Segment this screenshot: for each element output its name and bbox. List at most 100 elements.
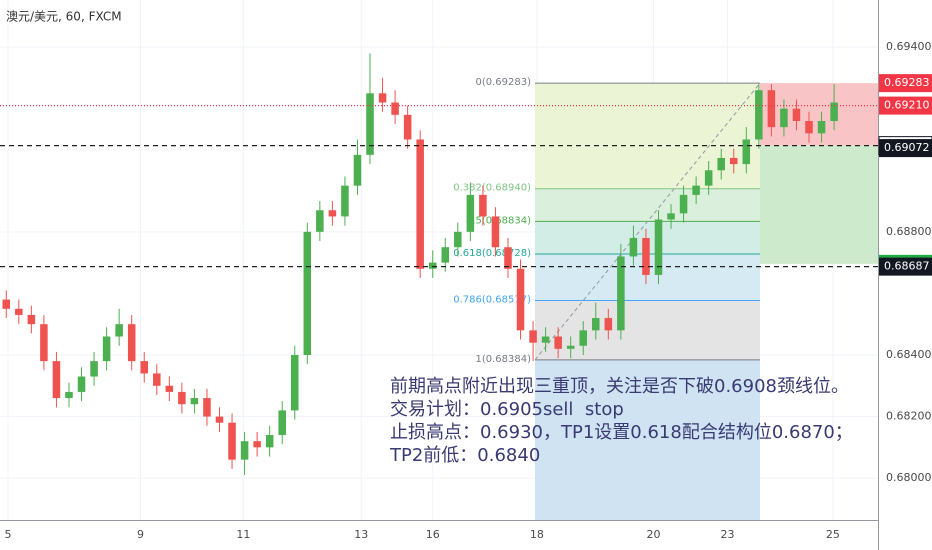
fib-trend-line xyxy=(534,82,761,361)
candle-body xyxy=(780,108,788,128)
candle-body xyxy=(742,139,751,165)
candle-body xyxy=(77,376,86,392)
fib-zone xyxy=(535,188,760,222)
candle-body xyxy=(692,185,700,195)
candle-body xyxy=(428,262,437,269)
candle-body xyxy=(529,330,537,343)
candle-body xyxy=(341,185,349,217)
fib-label: 1(0.68384) xyxy=(475,354,531,365)
annotation-line: 止损高点：0.6930，TP1设置0.618配合结构位0.6870； xyxy=(390,422,853,443)
candle-body xyxy=(290,354,299,411)
candle-body xyxy=(265,435,274,448)
annotation-line: 前期高点附近出现三重顶，关注是否下破0.6908颈线位。 xyxy=(390,376,849,397)
x-tick-label: 9 xyxy=(137,528,144,541)
y-tick-label: 0.68800 xyxy=(886,225,932,238)
fib-zone xyxy=(535,83,760,189)
candle-body xyxy=(729,157,738,165)
candle-body xyxy=(592,318,600,331)
fib-zone xyxy=(535,300,760,360)
price-label-bg xyxy=(879,74,932,93)
candle-body xyxy=(667,213,675,220)
candle-body xyxy=(755,90,763,140)
candle-body xyxy=(491,216,500,248)
price-label: 0.69210 xyxy=(884,99,930,112)
candle-body xyxy=(817,120,826,134)
price-label-bg xyxy=(879,257,932,276)
fib-label: 0.786(0.68577) xyxy=(453,294,531,305)
annotation-line: 交易计划：0.6905sell stop xyxy=(390,399,624,420)
candle-body xyxy=(805,120,813,134)
y-tick-label: 0.68200 xyxy=(886,410,932,423)
x-tick-label: 13 xyxy=(354,528,368,541)
candle-body xyxy=(90,361,98,377)
candle-body xyxy=(215,416,224,423)
candle-body xyxy=(316,210,324,232)
candle-body xyxy=(15,308,23,315)
candle-body xyxy=(240,441,249,460)
price-label: 0.69283 xyxy=(884,76,930,89)
candle-body xyxy=(554,336,562,349)
candle-body xyxy=(127,324,136,362)
stop-zone xyxy=(760,83,878,146)
candle-body xyxy=(654,219,663,275)
candle-body xyxy=(165,385,174,392)
price-label: 0.69072 xyxy=(884,141,930,154)
candle-body xyxy=(454,231,462,248)
x-tick-label: 25 xyxy=(826,528,840,541)
candle-body xyxy=(441,247,450,263)
annotation-line: TP2前低：0.6840 xyxy=(389,445,540,466)
candles xyxy=(2,53,838,476)
price-label-bg xyxy=(879,139,932,158)
overlay: 前期高点附近出现三重顶，关注是否下破0.6908颈线位。交易计划：0.6905s… xyxy=(0,105,878,466)
candle-body xyxy=(767,90,776,128)
x-tick-label: 23 xyxy=(720,528,734,541)
candle-body xyxy=(717,157,725,171)
x-tick-label: 11 xyxy=(236,528,250,541)
candle-body xyxy=(102,336,111,362)
candle-body xyxy=(27,314,36,325)
candle-body xyxy=(153,373,161,386)
candle-body xyxy=(617,256,625,331)
candle-body xyxy=(303,231,312,355)
candle-body xyxy=(792,108,801,121)
candle-body xyxy=(366,93,374,155)
drawing-tools: 0(0.69283)0.382(0.68940)0.5(0.68834)0.61… xyxy=(453,77,878,520)
candle-body xyxy=(52,361,61,399)
x-tick-label: 18 xyxy=(530,528,544,541)
candle-body xyxy=(378,93,387,103)
candle-body xyxy=(504,247,512,269)
candle-body xyxy=(629,237,638,257)
x-tick-label: 5 xyxy=(5,528,12,541)
fib-label: 0.618(0.68728) xyxy=(453,248,531,259)
fib-label: 0(0.69283) xyxy=(475,77,531,88)
candle-body xyxy=(479,194,487,217)
x-tick-label: 16 xyxy=(426,528,440,541)
price-label-bg xyxy=(879,96,932,115)
candle-body xyxy=(391,102,399,115)
candle-body xyxy=(328,210,337,217)
candle-body xyxy=(203,398,211,417)
candle-body xyxy=(115,324,123,337)
candle-body xyxy=(642,237,650,275)
y-tick-label: 0.68400 xyxy=(886,348,932,361)
candle-body xyxy=(2,299,11,309)
y-tick-label: 0.68000 xyxy=(886,471,932,484)
candle-body xyxy=(178,391,186,405)
candle-body xyxy=(466,194,475,232)
candle-body xyxy=(516,268,525,331)
candle-body xyxy=(541,336,550,343)
x-tick-label: 20 xyxy=(646,528,660,541)
candle-body xyxy=(579,330,588,346)
candle-body xyxy=(190,398,199,405)
candle-body xyxy=(679,194,688,214)
candle-body xyxy=(253,441,261,448)
candle-body xyxy=(65,391,73,399)
target-zone xyxy=(535,359,760,520)
fib-label: 0.382(0.68940) xyxy=(453,183,531,194)
price-label: 0.68687 xyxy=(884,260,930,273)
candle-body xyxy=(228,422,236,460)
candle-body xyxy=(140,361,149,374)
candle-body xyxy=(704,170,713,186)
